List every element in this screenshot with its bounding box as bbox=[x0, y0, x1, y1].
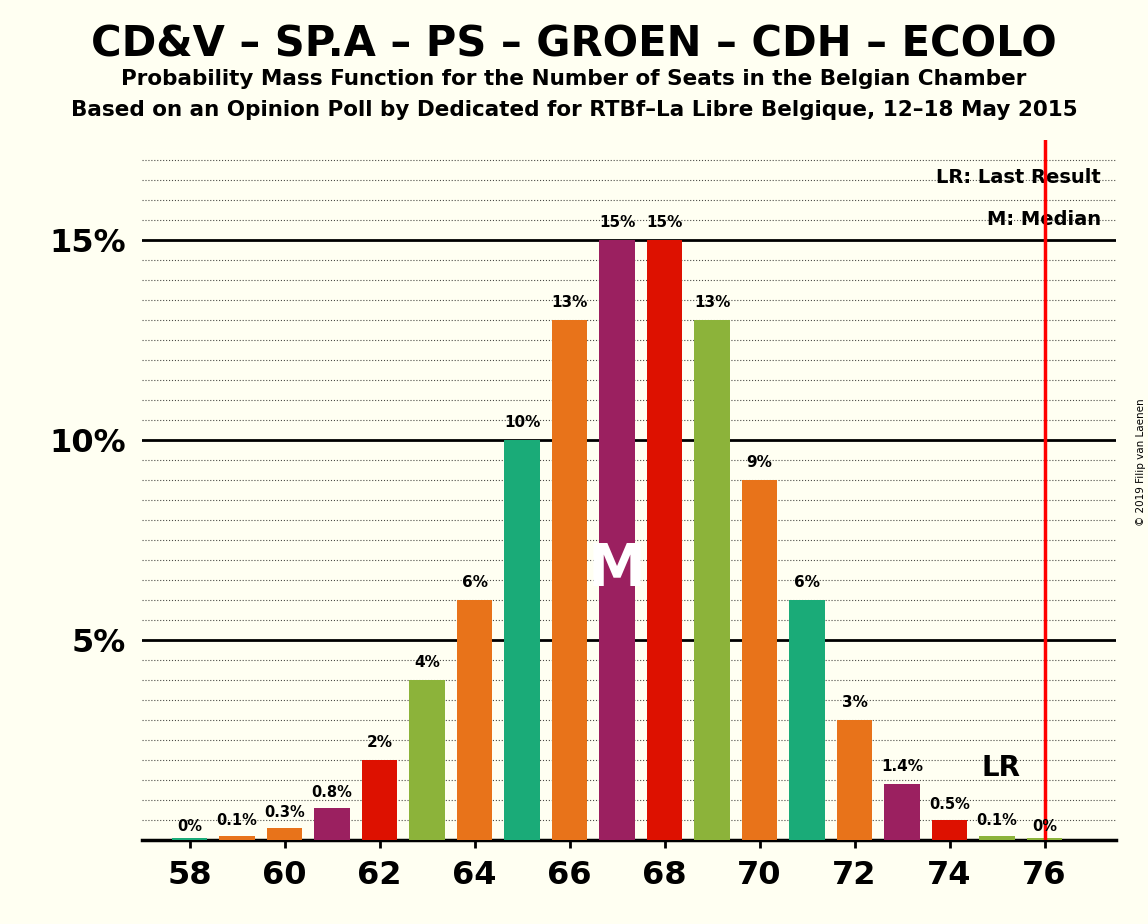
Text: 0%: 0% bbox=[177, 819, 202, 834]
Text: M: Median: M: Median bbox=[987, 210, 1101, 229]
Bar bbox=[789, 600, 825, 840]
Text: 15%: 15% bbox=[646, 214, 683, 230]
Text: 2%: 2% bbox=[366, 735, 393, 750]
Text: 0.5%: 0.5% bbox=[929, 797, 970, 812]
Bar bbox=[362, 760, 397, 840]
Bar bbox=[266, 828, 302, 840]
Bar bbox=[932, 821, 968, 840]
Text: 0.1%: 0.1% bbox=[217, 813, 257, 828]
Text: Based on an Opinion Poll by Dedicated for RTBf–La Libre Belgique, 12–18 May 2015: Based on an Opinion Poll by Dedicated fo… bbox=[71, 100, 1077, 120]
Bar bbox=[884, 784, 920, 840]
Text: 0.3%: 0.3% bbox=[264, 805, 305, 821]
Text: 6%: 6% bbox=[794, 575, 820, 590]
Bar bbox=[742, 480, 777, 840]
Bar bbox=[1026, 838, 1062, 840]
Bar bbox=[315, 808, 350, 840]
Bar bbox=[172, 838, 208, 840]
Text: 15%: 15% bbox=[599, 214, 635, 230]
Text: 1.4%: 1.4% bbox=[881, 759, 923, 774]
Text: LR: LR bbox=[982, 754, 1021, 782]
Text: 13%: 13% bbox=[693, 295, 730, 310]
Bar bbox=[457, 600, 492, 840]
Text: 0.1%: 0.1% bbox=[977, 813, 1017, 828]
Bar bbox=[646, 240, 682, 840]
Bar bbox=[599, 240, 635, 840]
Bar bbox=[504, 440, 540, 840]
Bar bbox=[695, 320, 730, 840]
Text: 0.8%: 0.8% bbox=[311, 785, 352, 800]
Bar bbox=[979, 836, 1015, 840]
Bar bbox=[219, 836, 255, 840]
Bar bbox=[552, 320, 588, 840]
Text: M: M bbox=[588, 541, 646, 599]
Text: LR: Last Result: LR: Last Result bbox=[937, 168, 1101, 187]
Text: 0%: 0% bbox=[1032, 819, 1057, 834]
Text: 4%: 4% bbox=[414, 655, 440, 670]
Text: 6%: 6% bbox=[461, 575, 488, 590]
Bar bbox=[409, 680, 444, 840]
Text: 9%: 9% bbox=[746, 455, 773, 470]
Text: © 2019 Filip van Laenen: © 2019 Filip van Laenen bbox=[1135, 398, 1146, 526]
Text: 10%: 10% bbox=[504, 415, 541, 430]
Bar bbox=[837, 720, 872, 840]
Text: Probability Mass Function for the Number of Seats in the Belgian Chamber: Probability Mass Function for the Number… bbox=[122, 69, 1026, 90]
Text: 3%: 3% bbox=[841, 695, 868, 710]
Text: 13%: 13% bbox=[551, 295, 588, 310]
Text: CD&V – SP.A – PS – GROEN – CDH – ECOLO: CD&V – SP.A – PS – GROEN – CDH – ECOLO bbox=[91, 23, 1057, 65]
